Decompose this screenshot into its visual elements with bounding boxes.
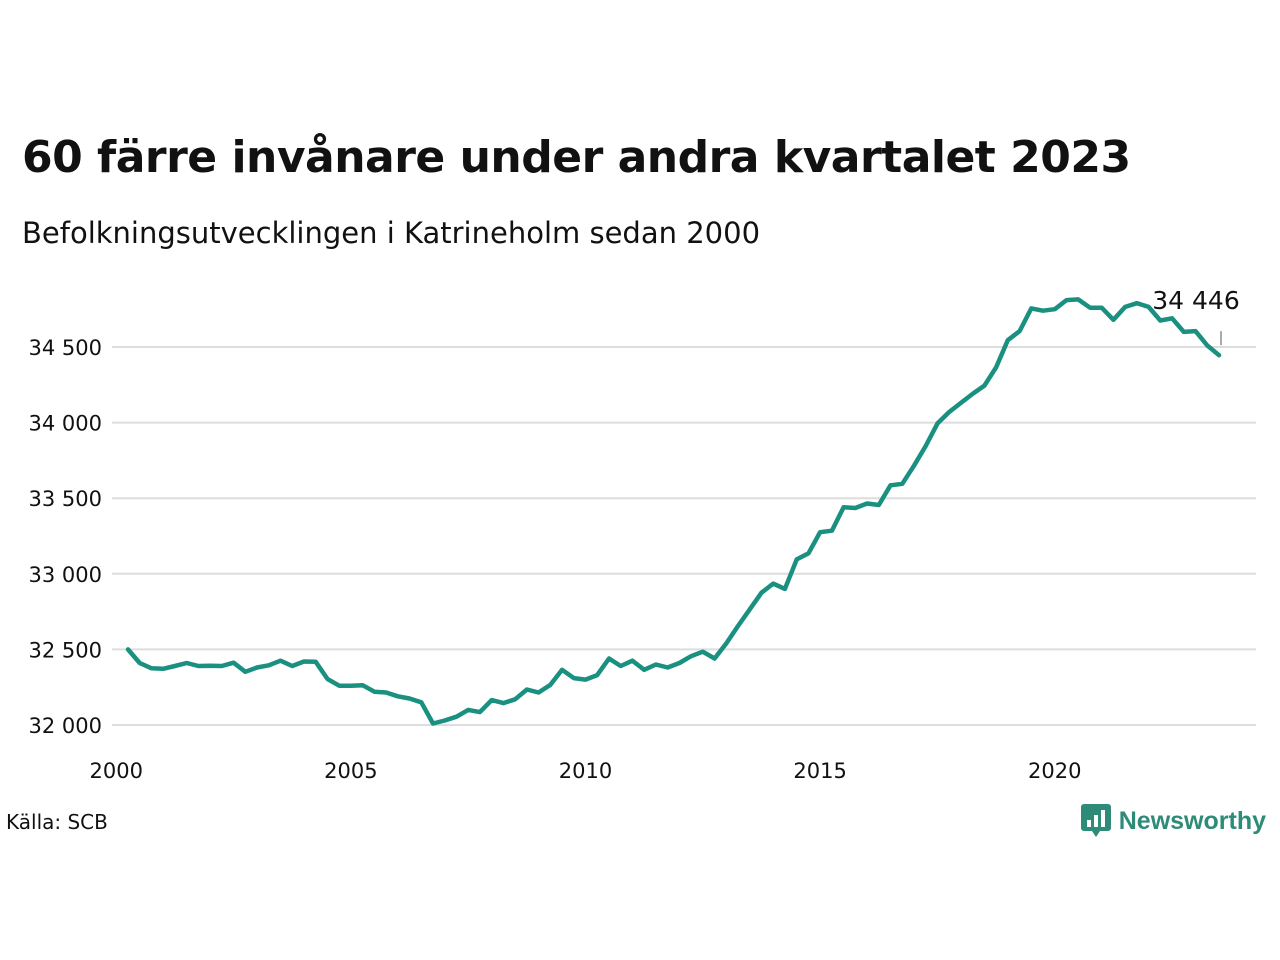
x-axis-tick-labels: 2000 2005 2010 2015 2020	[90, 759, 1082, 783]
end-value-label: 34 446	[1152, 286, 1239, 315]
x-tick-label: 2015	[793, 759, 846, 783]
chart-subtitle: Befolkningsutvecklingen i Katrineholm se…	[22, 216, 761, 250]
y-tick-label: 34 500	[29, 336, 102, 360]
y-tick-label: 32 500	[29, 638, 102, 662]
y-axis-tick-labels: 32 000 32 500 33 000 33 500 34 000 34 500	[29, 336, 102, 738]
brand-logo[interactable]: Newsworthy	[1080, 804, 1266, 838]
x-tick-label: 2020	[1028, 759, 1081, 783]
population-series-line	[125, 297, 1222, 726]
x-tick-label: 2005	[324, 759, 377, 783]
brand-name: Newsworthy	[1118, 806, 1266, 835]
y-tick-label: 33 000	[29, 563, 102, 587]
source-note: Källa: SCB	[6, 810, 108, 834]
newsworthy-logo-icon	[1080, 804, 1111, 837]
y-tick-label: 32 000	[29, 714, 102, 738]
x-tick-label: 2000	[90, 759, 143, 783]
chart-title: 60 färre invånare under andra kvartalet …	[22, 132, 1131, 183]
y-tick-label: 33 500	[29, 487, 102, 511]
y-tick-label: 34 000	[29, 412, 102, 436]
x-tick-label: 2010	[559, 759, 612, 783]
grid-lines	[112, 346, 1256, 726]
